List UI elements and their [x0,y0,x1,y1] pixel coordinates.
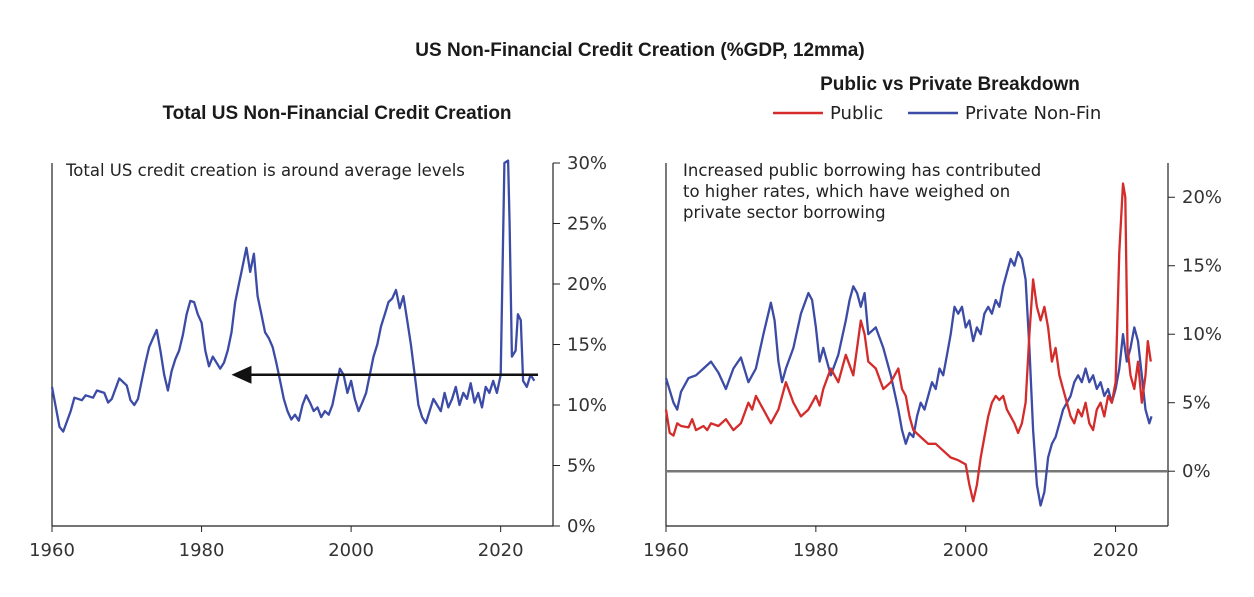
right-series-line-public [664,182,1152,503]
legend-private-label: Private Non-Fin [965,103,1101,124]
right-axes: 1960 1980 2000 2020 0% 5% 10% 15% 20% [643,163,1222,561]
left-y-tick-label: 20% [567,274,607,295]
right-x-tick-label: 1960 [643,540,689,561]
legend: Public Private Non-Fin [773,103,1101,124]
right-y-tick-label: 20% [1182,187,1222,208]
left-y-tick-label: 25% [567,214,607,235]
right-chart-annotation-line-2: to higher rates, which have weighed on [683,182,1010,201]
right-series-line-private-non-fin [664,250,1153,507]
left-y-tick-label: 0% [567,516,596,537]
average-arrow-head [231,365,252,384]
right-chart: Public vs Private Breakdown Public Priva… [643,74,1222,561]
left-y-tick-label: 15% [567,335,607,356]
left-x-tick-label: 1980 [179,540,225,561]
left-x-tick-label: 1960 [29,540,75,561]
right-x-tick-label: 2020 [1093,540,1139,561]
left-axes: 1960 1980 2000 2020 0% 5% 10% 15% 20% 25% 30% [29,153,607,561]
right-chart-title: Public vs Private Breakdown [820,74,1080,95]
left-x-tick-label: 2000 [328,540,374,561]
right-x-tick-label: 1980 [793,540,839,561]
left-chart: Total US Non-Financial Credit Creation T… [29,103,607,561]
left-y-tick-label: 5% [567,456,596,477]
left-chart-annotation: Total US credit creation is around avera… [65,161,465,180]
left-series-line-total [50,159,536,433]
legend-public-label: Public [830,103,883,124]
left-x-tick-label: 2020 [478,540,524,561]
right-series [664,182,1153,507]
right-y-tick-label: 15% [1182,256,1222,277]
right-y-tick-label: 0% [1182,461,1211,482]
left-y-tick-label: 30% [567,153,607,174]
right-y-tick-label: 10% [1182,324,1222,345]
left-series [50,159,539,433]
right-y-tick-label: 5% [1182,393,1211,414]
right-chart-annotation-line-1: Increased public borrowing has contribut… [683,161,1041,180]
left-y-tick-label: 10% [567,395,607,416]
right-x-tick-label: 2000 [943,540,989,561]
right-chart-annotation-line-3: private sector borrowing [683,203,886,222]
main-title: US Non-Financial Credit Creation (%GDP, … [415,40,864,61]
left-chart-title: Total US Non-Financial Credit Creation [162,103,511,124]
